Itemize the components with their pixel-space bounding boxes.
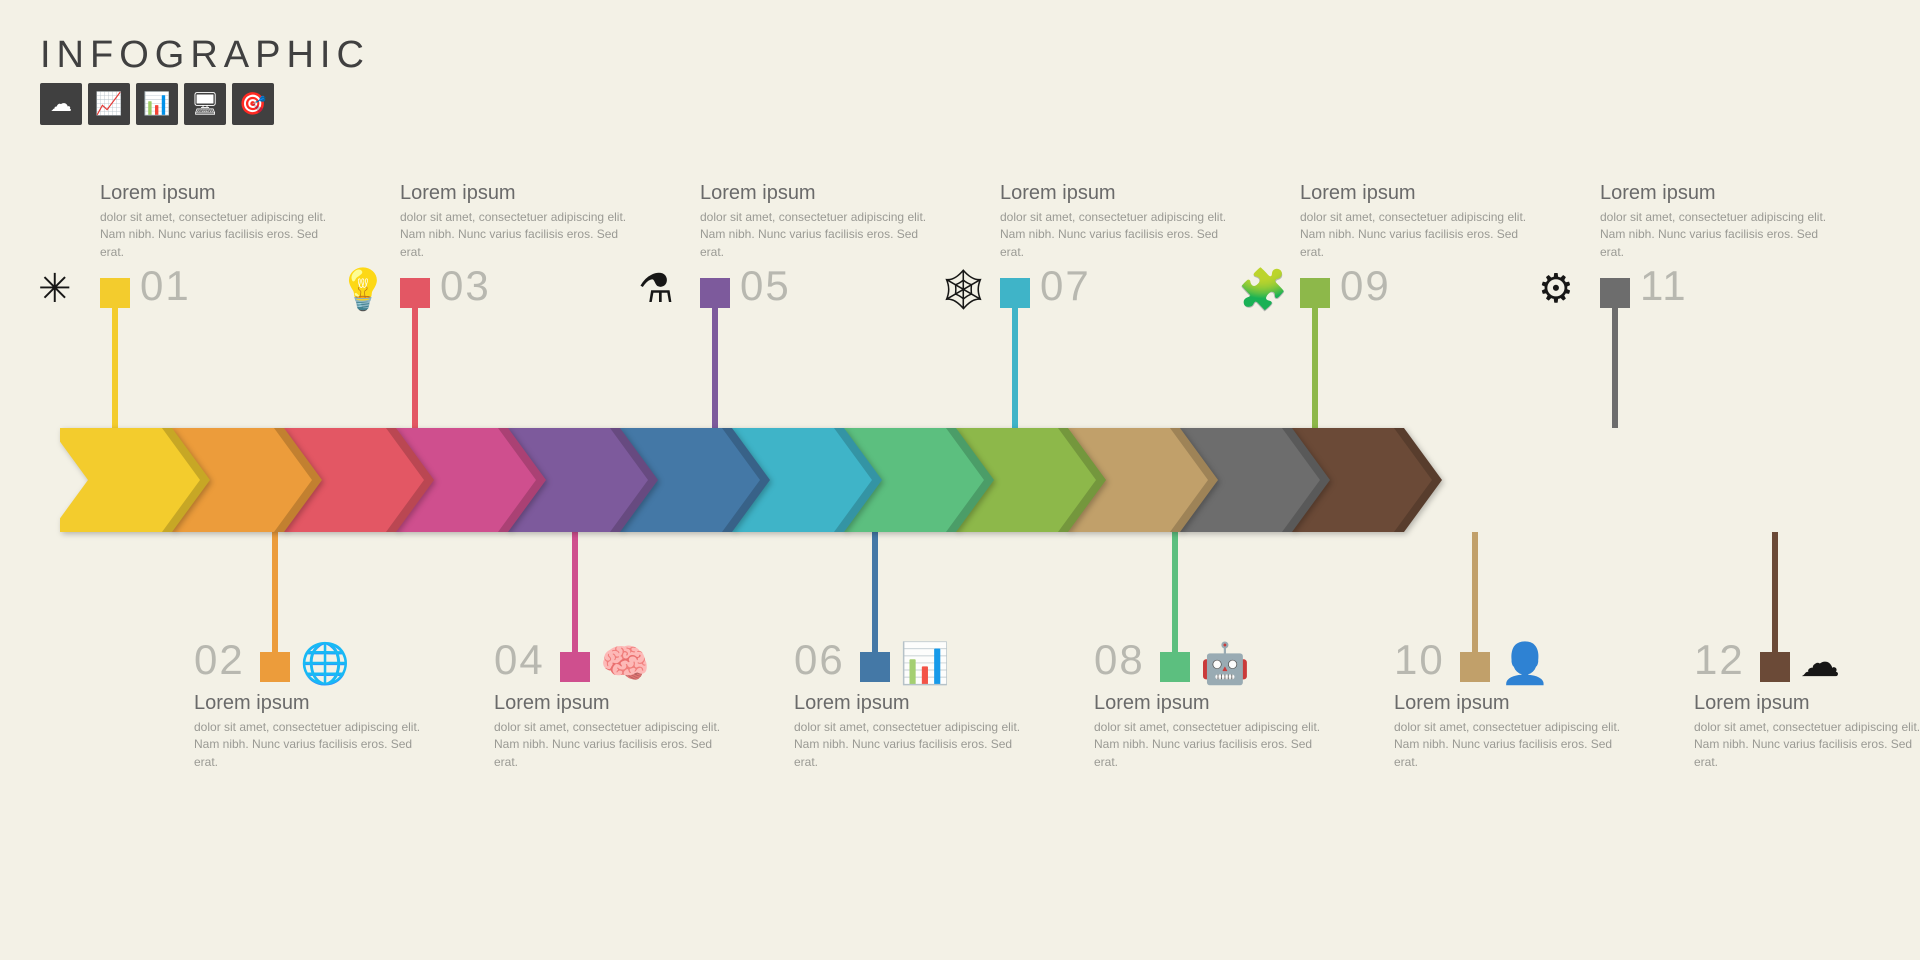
node-marker xyxy=(400,278,430,308)
node-number: 08 xyxy=(1094,636,1145,684)
node-title: Lorem ipsum xyxy=(1300,182,1530,205)
node-marker xyxy=(860,652,890,682)
node-marker xyxy=(100,278,130,308)
node-title: Lorem ipsum xyxy=(494,692,724,715)
node-stem xyxy=(712,308,718,428)
header-icon-target: 🎯 xyxy=(232,83,274,125)
node-marker xyxy=(1600,278,1630,308)
node-number: 11 xyxy=(1640,262,1688,310)
node-text: Lorem ipsum dolor sit amet, consectetuer… xyxy=(794,692,1024,771)
node-title: Lorem ipsum xyxy=(1600,182,1830,205)
node-title: Lorem ipsum xyxy=(700,182,930,205)
node-icon: 👤 xyxy=(1500,640,1550,687)
node-stem xyxy=(872,532,878,652)
node-icon: 📊 xyxy=(900,640,950,687)
node-desc: dolor sit amet, consectetuer adipiscing … xyxy=(700,209,930,261)
arrow-timeline xyxy=(60,428,1404,532)
node-number: 12 xyxy=(1694,636,1745,684)
node-stem xyxy=(112,308,118,428)
node-text: Lorem ipsum dolor sit amet, consectetuer… xyxy=(1694,692,1920,771)
node-text: Lorem ipsum dolor sit amet, consectetuer… xyxy=(100,182,330,261)
node-text: Lorem ipsum dolor sit amet, consectetuer… xyxy=(1600,182,1830,261)
node-number: 02 xyxy=(194,636,245,684)
node-icon: ☁ xyxy=(1800,640,1840,686)
node-stem xyxy=(1312,308,1318,428)
node-icon: ⚗ xyxy=(638,266,674,312)
node-stem xyxy=(572,532,578,652)
node-number: 05 xyxy=(740,262,791,310)
node-number: 03 xyxy=(440,262,491,310)
node-stem xyxy=(272,532,278,652)
node-desc: dolor sit amet, consectetuer adipiscing … xyxy=(1694,719,1920,771)
node-desc: dolor sit amet, consectetuer adipiscing … xyxy=(1094,719,1324,771)
header-icon-display: 🖥 xyxy=(184,83,226,125)
node-marker xyxy=(1300,278,1330,308)
infographic-canvas: INFOGRAPHIC ☁ 📈 📊 🖥 🎯 xyxy=(0,0,1920,960)
node-icon: ⚙ xyxy=(1538,266,1574,312)
header-title: INFOGRAPHIC xyxy=(40,34,370,77)
node-desc: dolor sit amet, consectetuer adipiscing … xyxy=(100,209,330,261)
node-stem xyxy=(1012,308,1018,428)
node-icon: 💡 xyxy=(338,266,388,313)
node-title: Lorem ipsum xyxy=(1694,692,1920,715)
node-number: 07 xyxy=(1040,262,1091,310)
node-number: 01 xyxy=(140,262,191,310)
node-number: 06 xyxy=(794,636,845,684)
header-icon-bars: 📊 xyxy=(136,83,178,125)
node-desc: dolor sit amet, consectetuer adipiscing … xyxy=(194,719,424,771)
node-text: Lorem ipsum dolor sit amet, consectetuer… xyxy=(494,692,724,771)
node-number: 04 xyxy=(494,636,545,684)
node-title: Lorem ipsum xyxy=(1394,692,1624,715)
node-number: 09 xyxy=(1340,262,1391,310)
node-text: Lorem ipsum dolor sit amet, consectetuer… xyxy=(1094,692,1324,771)
node-stem xyxy=(1772,532,1778,652)
header-icon-row: ☁ 📈 📊 🖥 🎯 xyxy=(40,83,370,125)
node-stem xyxy=(1612,308,1618,428)
header-icon-cloud: ☁ xyxy=(40,83,82,125)
node-number: 10 xyxy=(1394,636,1445,684)
node-desc: dolor sit amet, consectetuer adipiscing … xyxy=(1600,209,1830,261)
node-marker xyxy=(1160,652,1190,682)
node-desc: dolor sit amet, consectetuer adipiscing … xyxy=(1300,209,1530,261)
node-marker xyxy=(700,278,730,308)
node-marker xyxy=(1760,652,1790,682)
node-desc: dolor sit amet, consectetuer adipiscing … xyxy=(400,209,630,261)
node-desc: dolor sit amet, consectetuer adipiscing … xyxy=(494,719,724,771)
node-marker xyxy=(560,652,590,682)
node-title: Lorem ipsum xyxy=(400,182,630,205)
node-desc: dolor sit amet, consectetuer adipiscing … xyxy=(1000,209,1230,261)
header: INFOGRAPHIC ☁ 📈 📊 🖥 🎯 xyxy=(40,34,370,125)
node-title: Lorem ipsum xyxy=(1000,182,1230,205)
node-text: Lorem ipsum dolor sit amet, consectetuer… xyxy=(194,692,424,771)
header-icon-chart: 📈 xyxy=(88,83,130,125)
node-desc: dolor sit amet, consectetuer adipiscing … xyxy=(794,719,1024,771)
node-stem xyxy=(412,308,418,428)
node-icon: 🤖 xyxy=(1200,640,1250,687)
node-icon: ✳ xyxy=(38,266,72,312)
node-icon: 🧠 xyxy=(600,640,650,687)
node-text: Lorem ipsum dolor sit amet, consectetuer… xyxy=(1000,182,1230,261)
node-text: Lorem ipsum dolor sit amet, consectetuer… xyxy=(1394,692,1624,771)
node-icon: 🌐 xyxy=(300,640,350,687)
node-icon: 🧩 xyxy=(1238,266,1288,313)
node-stem xyxy=(1472,532,1478,652)
node-icon: 🕸 xyxy=(938,266,989,313)
node-desc: dolor sit amet, consectetuer adipiscing … xyxy=(1394,719,1624,771)
node-marker xyxy=(1000,278,1030,308)
node-stem xyxy=(1172,532,1178,652)
arrow-segment xyxy=(60,428,210,532)
node-title: Lorem ipsum xyxy=(100,182,330,205)
node-marker xyxy=(1460,652,1490,682)
node-text: Lorem ipsum dolor sit amet, consectetuer… xyxy=(1300,182,1530,261)
node-title: Lorem ipsum xyxy=(194,692,424,715)
node-title: Lorem ipsum xyxy=(794,692,1024,715)
node-text: Lorem ipsum dolor sit amet, consectetuer… xyxy=(400,182,630,261)
node-text: Lorem ipsum dolor sit amet, consectetuer… xyxy=(700,182,930,261)
node-title: Lorem ipsum xyxy=(1094,692,1324,715)
node-marker xyxy=(260,652,290,682)
